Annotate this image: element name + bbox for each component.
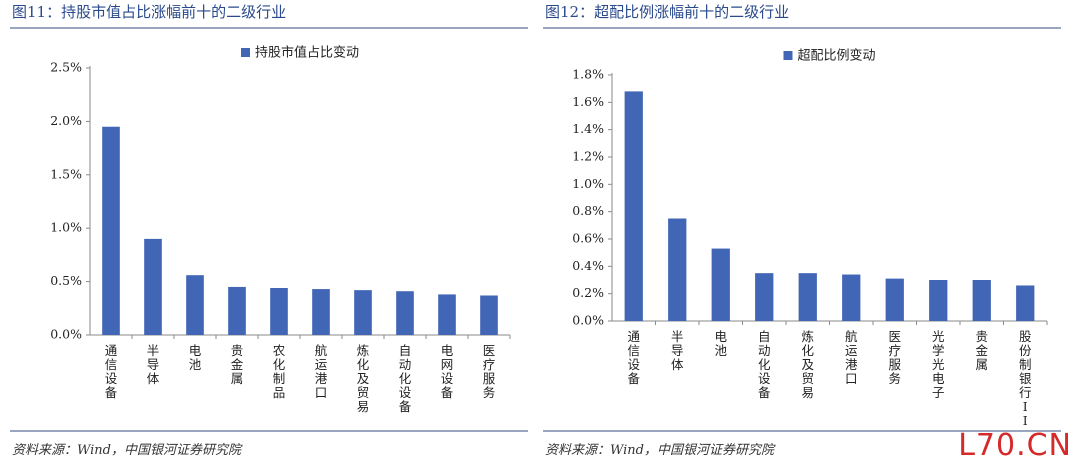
title-divider [543, 27, 1061, 29]
figure-title: 图12：超配比例涨幅前十的二级行业 [545, 3, 790, 21]
bar-chart-holding-value-change: 持股市值占比变动 0.0% 0.5% 1.0% 1.5% 2.0% 2.5% 通信设备 半导体 电… [50, 45, 511, 414]
x-tick-label: 股份制银行 I I [1019, 329, 1032, 428]
bar-chart-overweight-ratio-change: 超配比例变动 0.0% 0.2% 0.4% 0.6% 0.8% 1.0% 1.2% 1.4% 1.… [572, 48, 1048, 428]
x-tick-label: 电网设备 [441, 343, 454, 400]
bar [396, 291, 414, 335]
bar [270, 288, 288, 335]
x-tick-label: 自动化设备 [758, 329, 771, 400]
legend-swatch [783, 51, 793, 60]
legend-label: 持股市值占比变动 [255, 45, 359, 61]
x-tick-label: 航运港口 [315, 343, 328, 400]
source-note: 资料来源：Wind，中国银河证券研究院 [12, 443, 241, 458]
y-tick-label: 1.2% [572, 149, 604, 164]
bar [755, 273, 774, 321]
source-divider [10, 430, 528, 432]
y-tick-label: 1.6% [572, 94, 604, 109]
figure-title: 图11：持股市值占比涨幅前十的二级行业 [12, 3, 287, 21]
bar [668, 218, 687, 321]
x-tick-label: 医疗服务 [483, 343, 496, 400]
x-tick-label: 航运港口 [845, 329, 858, 386]
y-tick-label: 1.5% [50, 166, 82, 181]
source-note: 资料来源：Wind，中国银河证券研究院 [545, 443, 774, 458]
bar [354, 290, 372, 335]
legend-label: 超配比例变动 [797, 48, 875, 64]
y-tick-label: 1.0% [572, 176, 604, 191]
y-tick-label: 0.5% [50, 273, 82, 288]
bar [624, 91, 643, 322]
bar [312, 289, 330, 335]
bar [972, 280, 991, 321]
y-tick-label: 0.8% [572, 203, 604, 218]
bar [929, 280, 948, 321]
y-tick-label: 0.2% [572, 285, 604, 300]
y-tick-label: 0.6% [572, 231, 604, 246]
x-tick-label: 半导体 [147, 343, 160, 386]
y-tick-label: 0.0% [50, 327, 82, 342]
x-tick-label: 医疗服务 [888, 329, 901, 386]
bar [186, 275, 204, 335]
figure-11-panel: 图11：持股市值占比涨幅前十的二级行业 持股市值占比变动 0.0% 0.5% 1.0%… [10, 0, 530, 468]
x-tick-label: 光学光电子 [932, 329, 945, 400]
y-tick-label: 2.0% [50, 113, 82, 128]
x-tick-label: 贵金属 [975, 329, 988, 372]
x-tick-label: 电池 [714, 329, 727, 358]
y-tick-label: 1.4% [572, 121, 604, 136]
bar [480, 295, 498, 335]
bar [798, 273, 817, 321]
bar [1016, 285, 1035, 321]
y-tick-label: 1.0% [50, 220, 82, 235]
source-divider [543, 430, 1061, 432]
title-divider [10, 27, 528, 29]
x-tick-label: 通信设备 [105, 343, 118, 400]
bar [885, 278, 904, 321]
y-tick-label: 1.8% [572, 67, 604, 82]
y-tick-label: 0.4% [572, 258, 604, 273]
x-tick-label: 农化制品 [273, 343, 286, 400]
bar [438, 294, 456, 335]
bar [711, 248, 730, 321]
bar [228, 286, 246, 335]
watermark-logo: L70.CN [958, 428, 1072, 463]
bar [144, 238, 162, 335]
bar [102, 126, 120, 336]
x-tick-label: 炼化及贸易 [357, 343, 370, 414]
bar [842, 274, 861, 321]
x-tick-label: 通信设备 [627, 329, 640, 386]
y-tick-label: 2.5% [50, 60, 82, 75]
x-tick-label: 自动化设备 [399, 343, 412, 414]
x-tick-label: 半导体 [671, 329, 684, 372]
figure-12-panel: 图12：超配比例涨幅前十的二级行业 超配比例变动 0.0% 0.2% 0.4% 0.6%… [543, 0, 1063, 468]
y-tick-label: 0.0% [572, 313, 604, 328]
x-tick-label: 贵金属 [231, 343, 244, 386]
x-tick-label: 炼化及贸易 [801, 329, 814, 400]
x-tick-label: 电池 [189, 343, 202, 372]
legend-swatch [240, 48, 250, 57]
